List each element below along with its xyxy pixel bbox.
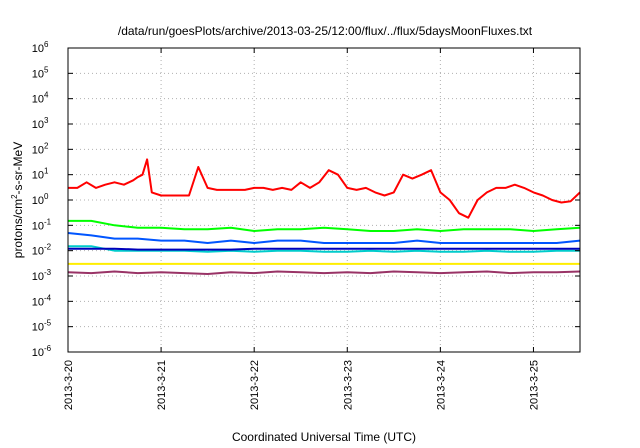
y-tick-label-exponent: -2	[44, 243, 52, 252]
y-tick-label: 10	[32, 68, 44, 80]
y-tick-label-exponent: 6	[44, 40, 49, 49]
x-axis-label: Coordinated Universal Time (UTC)	[232, 430, 416, 444]
y-tick-label: 10	[32, 94, 44, 106]
y-tick-label: 10	[32, 195, 44, 207]
x-axis: 2013-3-20 2013-3-21 2013-3-22 2013-3-23 2013…	[63, 48, 540, 410]
series-line-0	[68, 158, 581, 219]
y-tick-label-exponent: -5	[44, 319, 52, 328]
y-tick-label-exponent: 1	[44, 167, 49, 176]
y-tick-label-base: 10	[32, 170, 44, 182]
y-tick-label-exponent: -4	[44, 293, 52, 302]
chart-title: /data/run/goesPlots/archive/2013-03-25/1…	[118, 24, 533, 38]
y-tick-label-exponent: -6	[44, 344, 52, 353]
y-tick-label-base: 10	[32, 296, 44, 308]
x-tick-label: 2013-3-25	[528, 360, 540, 410]
y-tick-label-base: 10	[32, 195, 44, 207]
y-tick-label: 10	[32, 296, 44, 308]
y-tick-label-base: 10	[32, 246, 44, 258]
y-tick-label-exponent: -1	[44, 217, 52, 226]
y-tick-label-exponent: 2	[44, 141, 49, 150]
y-axis-label-prefix: protons/cm	[11, 199, 25, 258]
y-axis-label-sup: 2	[10, 194, 19, 199]
y-tick-label-base: 10	[32, 144, 44, 156]
grid	[68, 48, 580, 352]
y-tick-label: 10	[32, 43, 44, 55]
y-tick-label-exponent: 0	[44, 192, 49, 201]
series-line-4	[68, 247, 580, 251]
y-tick-label-exponent: 3	[44, 116, 49, 125]
y-tick-label-base: 10	[32, 94, 44, 106]
y-tick-label-base: 10	[32, 271, 44, 283]
y-tick-label: 10	[32, 170, 44, 182]
series-line-1	[68, 219, 581, 232]
y-tick-label-base: 10	[32, 68, 44, 80]
y-tick-label-base: 10	[32, 347, 44, 359]
y-axis-label-suffix: -s-sr-MeV	[11, 142, 25, 195]
series-group	[67, 158, 581, 275]
y-tick-label: 10	[32, 144, 44, 156]
series-line-3	[68, 245, 580, 253]
series-line-2	[67, 232, 581, 244]
y-tick-label-base: 10	[32, 220, 44, 232]
y-tick-label-exponent: 5	[44, 65, 49, 74]
y-tick-label: 10	[32, 220, 44, 232]
x-tick-label: 2013-3-22	[249, 360, 261, 410]
y-tick-label: 10	[32, 246, 44, 258]
y-tick-label: 10	[32, 322, 44, 334]
y-tick-label-exponent: -3	[44, 268, 52, 277]
y-tick-label-base: 10	[32, 322, 44, 334]
x-tick-label: 2013-3-23	[342, 360, 354, 410]
x-tick-label: 2013-3-20	[63, 360, 75, 410]
y-tick-label: 10	[32, 271, 44, 283]
y-tick-label-base: 10	[32, 43, 44, 55]
series-line-6	[67, 270, 581, 275]
x-tick-label: 2013-3-21	[156, 360, 168, 410]
y-tick-label: 10	[32, 347, 44, 359]
y-axis-label: protons/cm2-s-sr-MeV	[10, 142, 25, 258]
y-tick-label-exponent: 4	[44, 91, 49, 100]
y-tick-label: 10	[32, 119, 44, 131]
y-tick-label-base: 10	[32, 119, 44, 131]
x-tick-label: 2013-3-24	[435, 360, 447, 410]
